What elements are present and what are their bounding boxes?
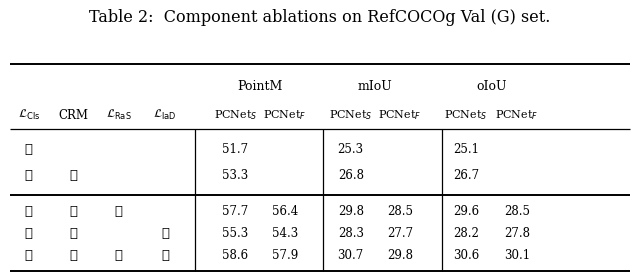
Text: 28.5: 28.5	[387, 205, 413, 218]
Text: ✓: ✓	[115, 249, 122, 262]
Text: ✓: ✓	[70, 227, 77, 240]
Text: ✓: ✓	[25, 227, 33, 240]
Text: 28.3: 28.3	[338, 227, 364, 240]
Text: 56.4: 56.4	[271, 205, 298, 218]
Text: 29.8: 29.8	[387, 249, 413, 262]
Text: oIoU: oIoU	[476, 80, 507, 93]
Text: ✓: ✓	[25, 205, 33, 218]
Text: PCNet$_S$: PCNet$_S$	[214, 108, 257, 122]
Text: ✓: ✓	[25, 249, 33, 262]
Text: $\mathcal{L}_{\mathrm{Cls}}$: $\mathcal{L}_{\mathrm{Cls}}$	[18, 108, 40, 122]
Text: ✓: ✓	[70, 169, 77, 182]
Text: ✓: ✓	[25, 169, 33, 182]
Text: 30.1: 30.1	[504, 249, 530, 262]
Text: $\mathcal{L}_{\mathrm{RaS}}$: $\mathcal{L}_{\mathrm{RaS}}$	[106, 108, 131, 122]
Text: mIoU: mIoU	[358, 80, 392, 93]
Text: 27.8: 27.8	[504, 227, 530, 240]
Text: 25.3: 25.3	[338, 143, 364, 156]
Text: 25.1: 25.1	[453, 143, 479, 156]
Text: CRM: CRM	[59, 109, 88, 122]
Text: 28.5: 28.5	[504, 205, 530, 218]
Text: 57.9: 57.9	[271, 249, 298, 262]
Text: PCNet$_S$: PCNet$_S$	[444, 108, 488, 122]
Text: ✓: ✓	[70, 205, 77, 218]
Text: 51.7: 51.7	[223, 143, 248, 156]
Text: 29.6: 29.6	[453, 205, 479, 218]
Text: PCNet$_F$: PCNet$_F$	[263, 108, 307, 122]
Text: 30.6: 30.6	[452, 249, 479, 262]
Text: 27.7: 27.7	[387, 227, 413, 240]
Text: PCNet$_S$: PCNet$_S$	[329, 108, 372, 122]
Text: ✓: ✓	[161, 227, 169, 240]
Text: 53.3: 53.3	[222, 169, 249, 182]
Text: ✓: ✓	[161, 249, 169, 262]
Text: PCNet$_F$: PCNet$_F$	[378, 108, 422, 122]
Text: ✓: ✓	[115, 205, 122, 218]
Text: 58.6: 58.6	[223, 249, 248, 262]
Text: ✓: ✓	[25, 143, 33, 156]
Text: ✓: ✓	[70, 249, 77, 262]
Text: 55.3: 55.3	[222, 227, 249, 240]
Text: $\mathcal{L}_{\mathrm{IaD}}$: $\mathcal{L}_{\mathrm{IaD}}$	[154, 108, 177, 122]
Text: Table 2:  Component ablations on RefCOCOg Val (G) set.: Table 2: Component ablations on RefCOCOg…	[90, 9, 550, 26]
Text: 26.7: 26.7	[453, 169, 479, 182]
Text: PCNet$_F$: PCNet$_F$	[495, 108, 539, 122]
Text: 54.3: 54.3	[271, 227, 298, 240]
Text: 57.7: 57.7	[222, 205, 249, 218]
Text: 29.8: 29.8	[338, 205, 364, 218]
Text: 30.7: 30.7	[337, 249, 364, 262]
Text: PointM: PointM	[237, 80, 282, 93]
Text: 28.2: 28.2	[453, 227, 479, 240]
Text: 26.8: 26.8	[338, 169, 364, 182]
